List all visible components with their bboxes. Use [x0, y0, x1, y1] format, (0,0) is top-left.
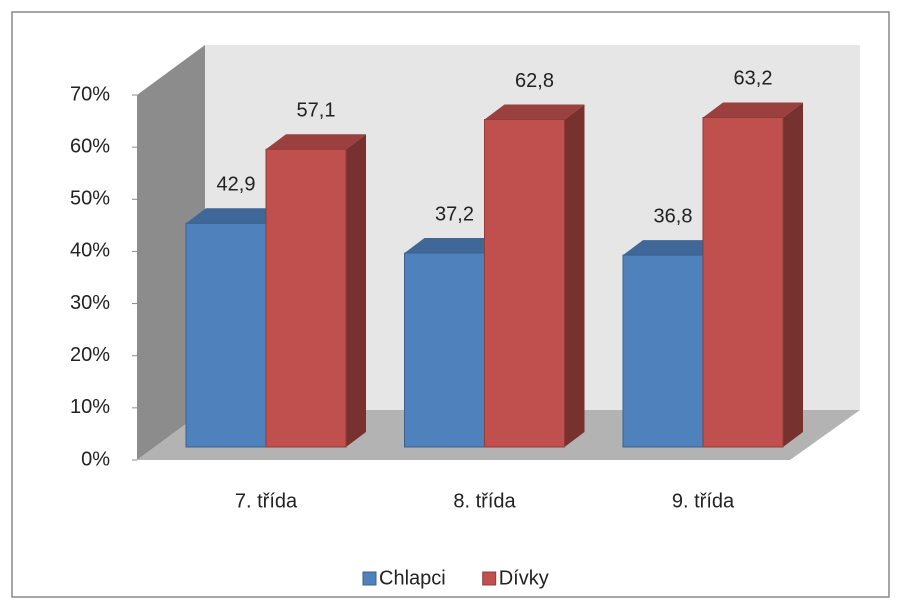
legend-label: Dívky	[499, 567, 549, 589]
data-label: 42,9	[217, 174, 256, 196]
data-label: 63,2	[734, 68, 773, 90]
data-label: 57,1	[297, 100, 336, 122]
legend-swatch	[482, 571, 497, 586]
bar-side	[346, 134, 366, 447]
bar-top	[186, 208, 286, 224]
bar-side	[783, 102, 803, 447]
data-label: 37,2	[435, 203, 474, 225]
x-tick-label: 8. třída	[453, 490, 516, 512]
x-tick-label: 7. třída	[235, 490, 298, 512]
bar-top	[703, 102, 803, 118]
y-tick-label: 50%	[70, 188, 110, 210]
bar	[404, 252, 485, 448]
bar	[185, 222, 267, 448]
data-label: 36,8	[654, 205, 693, 227]
legend-swatch	[362, 571, 377, 586]
bar-top	[404, 238, 505, 254]
bar-top	[266, 134, 366, 150]
y-tick-label: 70%	[70, 83, 110, 105]
bar-side	[564, 104, 585, 448]
bar-top	[484, 104, 585, 120]
y-tick-label: 10%	[70, 396, 110, 418]
legend-label: Chlapci	[379, 567, 446, 589]
bar	[484, 119, 565, 448]
bar	[622, 254, 704, 448]
x-tick-label: 9. třída	[672, 490, 735, 512]
y-tick-label: 40%	[70, 240, 110, 262]
y-tick-label: 0%	[81, 448, 110, 470]
y-tick-label: 20%	[70, 344, 110, 366]
bar-top	[623, 240, 723, 256]
data-label: 62,8	[515, 70, 554, 92]
bar	[265, 148, 347, 448]
y-tick-label: 30%	[70, 292, 110, 314]
bar	[702, 116, 784, 448]
y-tick-label: 60%	[70, 135, 110, 157]
